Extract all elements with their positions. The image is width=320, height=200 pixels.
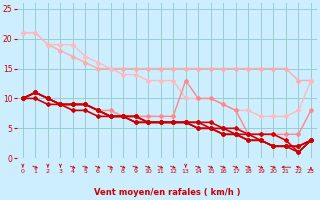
X-axis label: Vent moyen/en rafales ( km/h ): Vent moyen/en rafales ( km/h ) <box>94 188 240 197</box>
